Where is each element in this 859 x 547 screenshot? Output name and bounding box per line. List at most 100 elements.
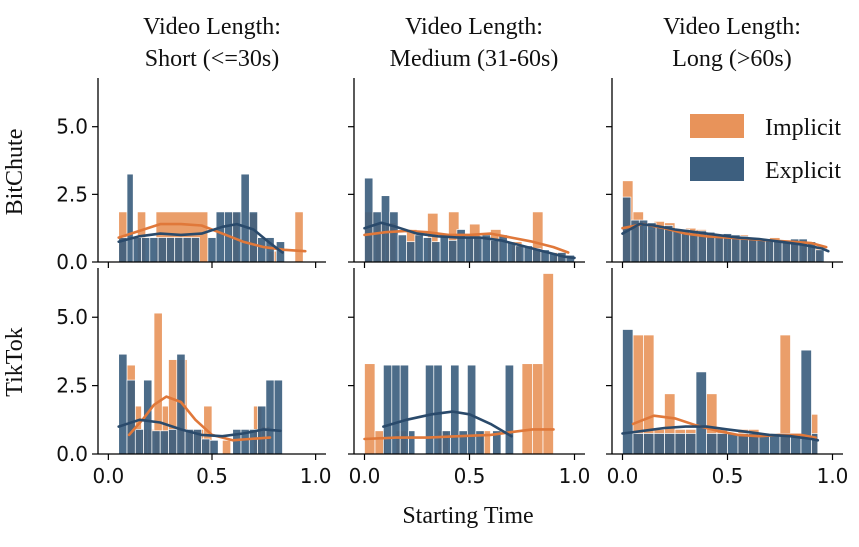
x-tick-label-tiktok-medium-31-60s-2: 1.0	[559, 464, 591, 488]
bar-explicit-tiktok-long-60s-3	[653, 433, 665, 455]
bar-explicit-bitchute-short-30s-14	[240, 173, 250, 263]
bar-explicit-bitchute-medium-31-60s-2	[380, 195, 391, 263]
bar-explicit-bitchute-medium-31-60s-13	[473, 237, 483, 263]
panel-bitchute-long-60s	[606, 78, 843, 268]
bar-explicit-bitchute-short-30s-11	[215, 211, 225, 263]
bar-explicit-bitchute-long-60s-11	[714, 234, 724, 263]
bar-explicit-bitchute-short-30s-15	[248, 211, 258, 263]
bar-explicit-tiktok-short-30s-0	[118, 353, 128, 455]
bar-explicit-bitchute-medium-31-60s-16	[498, 234, 508, 263]
x-tick-label-tiktok-short-30s-0: 0.0	[92, 464, 124, 488]
bar-explicit-bitchute-medium-31-60s-15	[490, 240, 500, 263]
bar-explicit-bitchute-medium-31-60s-4	[397, 234, 407, 263]
bar-explicit-tiktok-medium-31-60s-3	[408, 430, 416, 455]
bar-explicit-tiktok-long-60s-1	[632, 433, 644, 455]
bar-explicit-tiktok-short-30s-10	[201, 438, 211, 455]
bar-explicit-bitchute-long-60s-15	[748, 237, 758, 263]
bar-explicit-tiktok-long-60s-7	[695, 371, 707, 455]
bar-explicit-bitchute-long-60s-2	[638, 219, 649, 263]
bar-explicit-bitchute-long-60s-16	[756, 238, 766, 263]
legend-explicit-label: Explicit	[765, 158, 841, 184]
x-tick-label-tiktok-long-60s-2: 1.0	[817, 464, 849, 488]
bar-explicit-bitchute-medium-31-60s-12	[464, 237, 475, 263]
bar-explicit-bitchute-short-30s-9	[190, 237, 200, 263]
bar-explicit-bitchute-short-30s-6	[166, 237, 176, 263]
bar-explicit-tiktok-long-60s-9	[716, 433, 728, 455]
bar-explicit-bitchute-long-60s-3	[647, 222, 657, 263]
bar-explicit-tiktok-medium-31-60s-7	[450, 364, 460, 455]
bar-explicit-tiktok-medium-31-60s-12	[504, 364, 514, 455]
x-tick-label-tiktok-medium-31-60s-0: 0.0	[349, 464, 381, 488]
col-title-long-line1: Video Length:	[663, 14, 801, 40]
bar-explicit-tiktok-long-60s-4	[664, 433, 676, 455]
bar-implicit-tiktok-medium-31-60s-7	[542, 273, 554, 455]
y-tick-label-bitchute-short-30s-1: 2.5	[56, 182, 88, 206]
panel-tiktok-short-30s: 0.0 2.5 5.0 0.0 0.5 1.0	[56, 268, 332, 488]
bar-explicit-tiktok-medium-31-60s-2	[399, 364, 409, 455]
bar-explicit-bitchute-short-30s-4	[149, 237, 159, 263]
bar-explicit-tiktok-short-30s-6	[168, 429, 178, 455]
bar-explicit-tiktok-long-60s-5	[674, 433, 686, 455]
bar-explicit-tiktok-long-60s-0	[622, 329, 634, 455]
kde-implicit-tiktok-medium-31-60s	[363, 428, 555, 441]
kde-explicit-tiktok-medium-31-60s	[382, 410, 513, 438]
bar-explicit-bitchute-medium-31-60s-18	[515, 245, 525, 263]
kde-implicit-tiktok-short-30s	[127, 395, 272, 442]
bar-explicit-bitchute-short-30s-8	[182, 237, 192, 263]
kde-explicit-tiktok-long-60s	[621, 425, 820, 442]
kde-explicit-bitchute-short-30s	[117, 222, 284, 254]
bar-explicit-bitchute-medium-31-60s-5	[406, 241, 416, 263]
bar-explicit-bitchute-short-30s-3	[141, 237, 151, 263]
legend-explicit-swatch	[690, 157, 744, 181]
bar-explicit-tiktok-short-30s-16	[265, 379, 275, 455]
y-tick-label-tiktok-short-30s-2: 5.0	[56, 305, 88, 329]
panel-tiktok-medium-31-60s: 0.0 0.5 1.0	[348, 268, 590, 488]
kde-implicit-bitchute-medium-31-60s	[363, 229, 570, 254]
legend: Implicit Explicit	[690, 114, 841, 184]
kde-explicit-bitchute-medium-31-60s	[363, 221, 576, 260]
y-tick-label-tiktok-short-30s-0: 0.0	[56, 442, 88, 466]
bar-explicit-bitchute-long-60s-4	[655, 226, 665, 263]
panel-tiktok-long-60s: 0.0 0.5 1.0	[606, 268, 848, 488]
y-tick-label-tiktok-short-30s-1: 2.5	[56, 374, 88, 398]
bar-explicit-bitchute-long-60s-17	[764, 240, 775, 263]
kde-explicit-tiktok-short-30s	[117, 418, 282, 438]
bar-explicit-bitchute-short-30s-16	[257, 237, 267, 263]
bar-explicit-tiktok-medium-31-60s-0	[383, 364, 393, 455]
panel-bitchute-medium-31-60s	[348, 78, 585, 268]
bar-explicit-bitchute-short-30s-7	[174, 237, 184, 263]
bar-explicit-bitchute-medium-31-60s-0	[364, 177, 374, 263]
panels-group: 0.02.55.00.02.55.00.0 0.5 1.0 0.0 0.5 1.0 0.0 0…	[56, 78, 848, 488]
bar-implicit-tiktok-medium-31-60s-5	[521, 363, 533, 455]
col-title-short-line1: Video Length:	[143, 14, 281, 40]
bar-explicit-tiktok-long-60s-2	[643, 433, 655, 455]
bar-explicit-tiktok-medium-31-60s-6	[441, 430, 451, 455]
bar-explicit-bitchute-medium-31-60s-3	[389, 211, 399, 263]
bar-explicit-tiktok-medium-31-60s-4	[425, 364, 435, 455]
col-title-short-line2: Short (<=30s)	[145, 46, 279, 72]
bar-explicit-bitchute-medium-31-60s-1	[372, 211, 382, 263]
y-tick-label-bitchute-short-30s-0: 0.0	[56, 250, 88, 274]
bar-explicit-bitchute-long-60s-8	[689, 231, 699, 263]
x-tick-label-tiktok-short-30s-1: 0.5	[196, 464, 228, 488]
x-axis-label: Starting Time	[402, 503, 533, 529]
kde-explicit-bitchute-long-60s	[621, 222, 830, 253]
x-tick-label-tiktok-medium-31-60s-1: 0.5	[454, 464, 486, 488]
bar-explicit-tiktok-medium-31-60s-9	[467, 364, 477, 455]
bar-explicit-bitchute-short-30s-2	[132, 237, 142, 263]
bar-explicit-bitchute-medium-31-60s-7	[422, 237, 433, 263]
bar-implicit-tiktok-short-30s-11	[222, 439, 232, 455]
bar-explicit-bitchute-long-60s-6	[672, 229, 682, 263]
col-title-long-line2: Long (>60s)	[672, 46, 792, 72]
panel-bitchute-short-30s: 0.0 2.5 5.0	[56, 78, 326, 274]
bar-explicit-bitchute-short-30s-10	[207, 237, 217, 263]
bar-explicit-tiktok-medium-31-60s-5	[433, 364, 443, 455]
bar-explicit-bitchute-short-30s-1	[126, 173, 134, 263]
bar-explicit-tiktok-short-30s-11	[209, 439, 219, 455]
bar-implicit-bitchute-short-30s-6	[294, 211, 304, 263]
bar-explicit-tiktok-medium-31-60s-1	[391, 364, 401, 455]
bar-explicit-bitchute-short-30s-5	[157, 237, 167, 263]
bar-explicit-bitchute-medium-31-60s-9	[439, 234, 449, 263]
